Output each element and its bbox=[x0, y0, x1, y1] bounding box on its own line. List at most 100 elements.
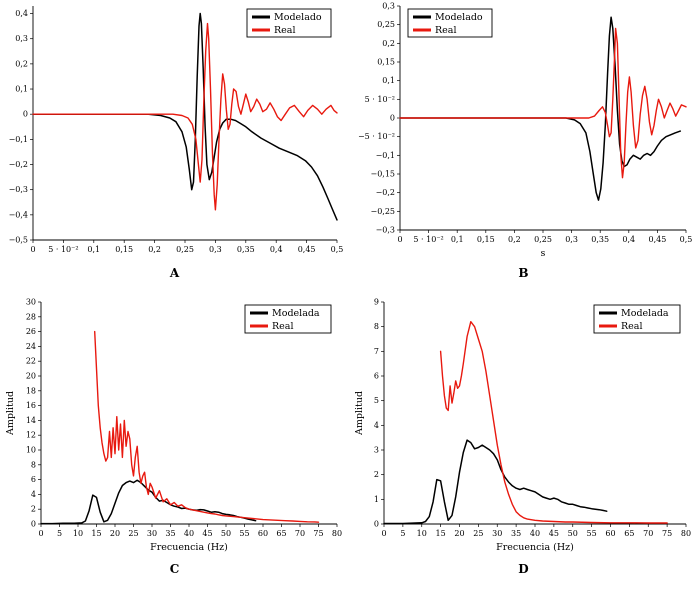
panel-a: 0 5 · 10⁻² 0,1 0,15 0,2 0,25 0,3 0,35 0,4 0,45 0,5… bbox=[0, 0, 349, 296]
x-tick-label: 30 bbox=[146, 529, 156, 538]
panel-a-label: A bbox=[169, 266, 180, 280]
x-tick-label: 75 bbox=[662, 529, 672, 538]
y-tick-label: 24 bbox=[25, 342, 35, 351]
y-tick-label: −0,1 bbox=[8, 135, 27, 144]
x-tick-label: 65 bbox=[624, 529, 634, 538]
series-modelada-line bbox=[382, 439, 607, 525]
x-tick-label: 50 bbox=[220, 529, 230, 538]
x-tick-label: 0,3 bbox=[209, 245, 222, 254]
series-modelado-line bbox=[31, 12, 338, 221]
y-tick-label: 18 bbox=[25, 386, 35, 395]
y-tick-label: 7 bbox=[373, 347, 378, 356]
series-modelado-line bbox=[398, 16, 681, 201]
y-tick-label: 0,4 bbox=[15, 9, 28, 18]
x-tick-label: 25 bbox=[128, 529, 138, 538]
y-tick-label: 8 bbox=[30, 460, 35, 469]
legend-label-real: Real bbox=[435, 25, 456, 36]
y-tick-label: 30 bbox=[25, 298, 35, 307]
x-tick-label: 80 bbox=[331, 529, 341, 538]
x-axis-label: s bbox=[540, 248, 545, 259]
y-tick-label: −0,3 bbox=[375, 226, 394, 235]
chart-a-waveform: 0 5 · 10⁻² 0,1 0,15 0,2 0,25 0,3 0,35 0,4 0,45 0,5… bbox=[8, 6, 343, 254]
legend-label-modelado: Modelado bbox=[435, 12, 483, 23]
y-tick-label: −0,2 bbox=[8, 160, 27, 169]
x-tick-label: 0,15 bbox=[115, 245, 133, 254]
legend-label-real: Real bbox=[621, 321, 642, 332]
y-tick-label: 0,3 bbox=[382, 2, 395, 11]
y-tick-label: −0,25 bbox=[370, 207, 395, 216]
x-tick-label: 0 bbox=[381, 529, 386, 538]
y-tick-label: 22 bbox=[25, 357, 35, 366]
y-tick-label: 20 bbox=[25, 372, 35, 381]
y-tick-label: 2 bbox=[373, 470, 378, 479]
y-tick-label: 0,15 bbox=[377, 58, 395, 67]
legend-label-modelada: Modelada bbox=[621, 308, 669, 319]
x-tick-label: 0,25 bbox=[534, 235, 552, 244]
legend-label-modelada: Modelada bbox=[272, 308, 320, 319]
x-tick-label: 5 bbox=[56, 529, 61, 538]
x-tick-label: 0 bbox=[397, 235, 402, 244]
x-tick-label: 55 bbox=[586, 529, 596, 538]
y-tick-label: 5 · 10⁻² bbox=[364, 95, 394, 104]
y-tick-label: 0,2 bbox=[382, 39, 395, 48]
y-tick-label: 10 bbox=[25, 446, 35, 455]
x-tick-label: 0,35 bbox=[591, 235, 609, 244]
panel-c-label: C bbox=[169, 562, 180, 576]
x-tick-label: 15 bbox=[91, 529, 101, 538]
x-tick-label: 50 bbox=[567, 529, 577, 538]
x-tick-label: 0,4 bbox=[622, 235, 635, 244]
y-tick-label: 14 bbox=[25, 416, 35, 425]
x-tick-label: 60 bbox=[257, 529, 267, 538]
panel-c: 0 5 10 15 20 25 30 35 40 45 50 55 60 65 70 75 80 0 2 4 6 8 10 1… bbox=[0, 296, 349, 592]
legend-box bbox=[593, 304, 680, 334]
y-tick-label: 0,3 bbox=[15, 34, 28, 43]
x-tick-label: 0,25 bbox=[176, 245, 194, 254]
x-tick-label: 45 bbox=[202, 529, 212, 538]
x-tick-label: 0,45 bbox=[648, 235, 666, 244]
series-real-line bbox=[93, 330, 319, 523]
chart-c-spectrum: 0 5 10 15 20 25 30 35 40 45 50 55 60 65 70 75 8002468101… bbox=[5, 298, 342, 554]
x-tick-label: 0,4 bbox=[269, 245, 282, 254]
y-tick-label: 16 bbox=[25, 401, 35, 410]
y-tick-label: −0,3 bbox=[8, 185, 27, 194]
legend-box bbox=[246, 8, 331, 38]
y-tick-label: 1 bbox=[373, 495, 378, 504]
y-axis-label: Amplitud bbox=[5, 391, 16, 436]
y-tick-label: 0 bbox=[373, 520, 378, 529]
x-tick-label: 5 · 10⁻² bbox=[48, 245, 78, 254]
y-tick-label: 0,25 bbox=[377, 20, 395, 29]
x-tick-label: 30 bbox=[492, 529, 502, 538]
y-tick-label: 0 bbox=[22, 110, 27, 119]
x-tick-label: 60 bbox=[605, 529, 615, 538]
x-tick-label: 5 · 10⁻² bbox=[413, 235, 443, 244]
y-tick-label: 0,1 bbox=[382, 76, 395, 85]
y-tick-label: −0,5 bbox=[8, 236, 27, 245]
y-tick-label: 12 bbox=[25, 431, 35, 440]
legend-box bbox=[407, 8, 492, 38]
series-real-line bbox=[31, 22, 338, 211]
x-tick-label: 55 bbox=[239, 529, 249, 538]
x-tick-label: 75 bbox=[313, 529, 323, 538]
x-tick-label: 0,5 bbox=[330, 245, 343, 254]
x-tick-label: 0 bbox=[30, 245, 35, 254]
x-tick-label: 0,35 bbox=[236, 245, 254, 254]
x-tick-label: 5 bbox=[400, 529, 405, 538]
x-axis-label: Frecuencia (Hz) bbox=[150, 542, 228, 553]
x-tick-label: 0,15 bbox=[476, 235, 494, 244]
x-tick-label: 35 bbox=[165, 529, 175, 538]
y-tick-label: 6 bbox=[30, 475, 35, 484]
series-real-line bbox=[398, 27, 687, 179]
x-tick-label: 20 bbox=[454, 529, 464, 538]
y-tick-label: 8 bbox=[373, 322, 378, 331]
y-tick-label: 0,2 bbox=[15, 59, 28, 68]
x-tick-label: 35 bbox=[511, 529, 521, 538]
y-tick-label: 4 bbox=[30, 490, 35, 499]
panel-d: 0 5 10 15 20 25 30 35 40 45 50 55 60 65 70 75 80 0 1 2 3 4 5 6 7… bbox=[349, 296, 698, 592]
y-tick-label: 6 bbox=[373, 372, 378, 381]
series-real-line bbox=[439, 321, 668, 524]
x-tick-label: 40 bbox=[183, 529, 193, 538]
x-tick-label: 0,1 bbox=[87, 245, 100, 254]
y-tick-label: −0,2 bbox=[375, 188, 394, 197]
x-tick-label: 70 bbox=[643, 529, 653, 538]
